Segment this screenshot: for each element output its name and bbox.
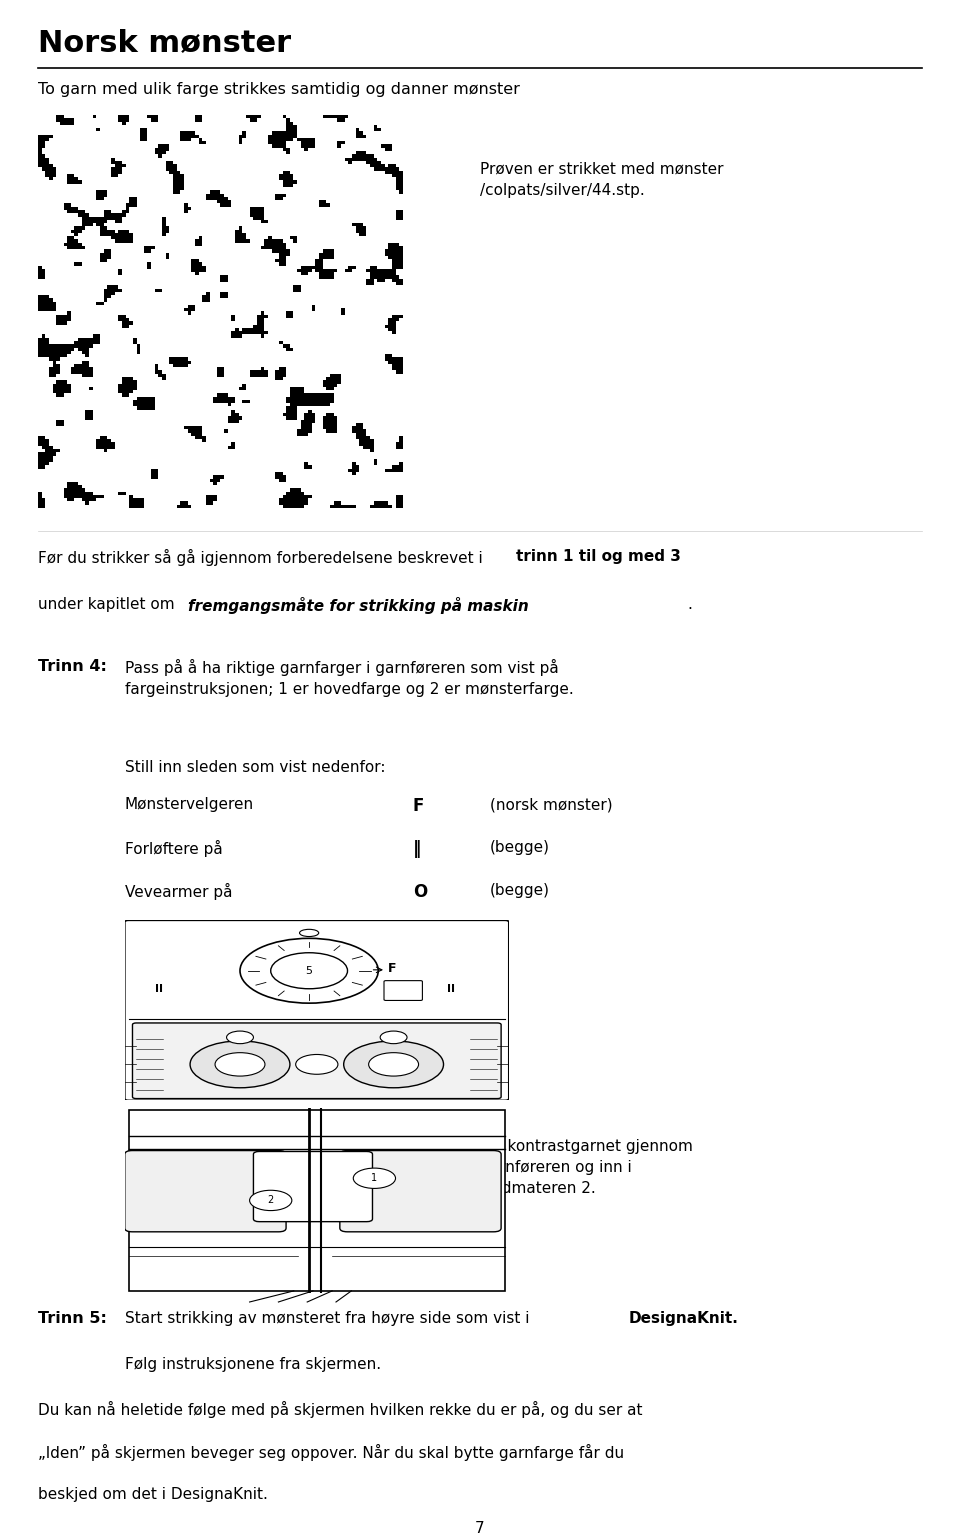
Text: Mønstervelgeren: Mønstervelgeren [125,797,254,813]
Circle shape [344,1040,444,1088]
Ellipse shape [300,930,319,937]
Circle shape [215,1053,265,1076]
Text: under kapitlet om: under kapitlet om [38,597,180,613]
Circle shape [240,939,378,1003]
Text: Trinn 5:: Trinn 5: [38,1311,108,1327]
Circle shape [353,1168,396,1188]
Circle shape [380,1031,407,1043]
Text: II: II [156,983,163,994]
Circle shape [250,1190,292,1211]
Text: F: F [413,797,424,816]
Text: Før du strikker så gå igjennom forberedelsene beskrevet i: Før du strikker så gå igjennom forberede… [38,549,488,566]
Text: Norsk mønster: Norsk mønster [38,28,292,57]
Text: ‖: ‖ [413,840,421,859]
Text: (begge): (begge) [490,883,549,899]
Text: Pass på å ha riktige garnfarger i garnføreren som vist på
fargeinstruksjonen; 1 : Pass på å ha riktige garnfarger i garnfø… [125,659,573,697]
FancyBboxPatch shape [132,1023,501,1099]
Text: 1: 1 [372,1173,377,1183]
Text: Vevearmer på: Vevearmer på [125,883,232,900]
Circle shape [369,1053,419,1076]
FancyBboxPatch shape [384,980,422,1000]
Text: trinn 1 til og med 3: trinn 1 til og med 3 [516,549,682,565]
FancyBboxPatch shape [125,920,509,1100]
Circle shape [190,1040,290,1088]
Text: Trinn 4:: Trinn 4: [38,659,108,674]
FancyBboxPatch shape [125,1151,286,1231]
Text: Prøven er strikket med mønster
/colpats/silver/44.stp.: Prøven er strikket med mønster /colpats/… [480,162,724,197]
Text: Start strikking av mønsteret fra høyre side som vist i: Start strikking av mønsteret fra høyre s… [125,1311,534,1327]
Circle shape [271,953,348,988]
Text: Forløftere på: Forløftere på [125,840,223,857]
Text: To garn med ulik farge strikkes samtidig og danner mønster: To garn med ulik farge strikkes samtidig… [38,82,520,97]
Text: Følg instruksjonene fra skjermen.: Følg instruksjonene fra skjermen. [125,1357,381,1373]
Text: beskjed om det i DesignaKnit.: beskjed om det i DesignaKnit. [38,1487,268,1502]
Text: .: . [687,597,692,613]
Text: (norsk mønster): (norsk mønster) [490,797,612,813]
Circle shape [227,1031,253,1043]
FancyBboxPatch shape [340,1151,501,1231]
Text: DesignaKnit.: DesignaKnit. [629,1311,738,1327]
Text: Du kan nå heletide følge med på skjermen hvilken rekke du er på, og du ser at: Du kan nå heletide følge med på skjermen… [38,1400,643,1417]
Text: 7: 7 [475,1521,485,1536]
Text: Still inn sleden som vist nedenfor:: Still inn sleden som vist nedenfor: [125,760,385,776]
Text: F: F [388,962,396,974]
Circle shape [296,1054,338,1074]
Text: „lden” på skjermen beveger seg oppover. Når du skal bytte garnfarge får du: „lden” på skjermen beveger seg oppover. … [38,1444,625,1461]
Text: fremgangsmåte for strikking på maskin: fremgangsmåte for strikking på maskin [188,597,529,614]
Text: II: II [447,983,455,994]
Text: Tre kontrastgarnet gjennom
garnføreren og inn i
trådmateren 2.: Tre kontrastgarnet gjennom garnføreren o… [480,1139,693,1196]
Text: O: O [413,883,427,902]
Text: 2: 2 [268,1196,274,1205]
Text: 5: 5 [305,966,313,976]
Text: (begge): (begge) [490,840,549,856]
FancyBboxPatch shape [253,1151,372,1222]
